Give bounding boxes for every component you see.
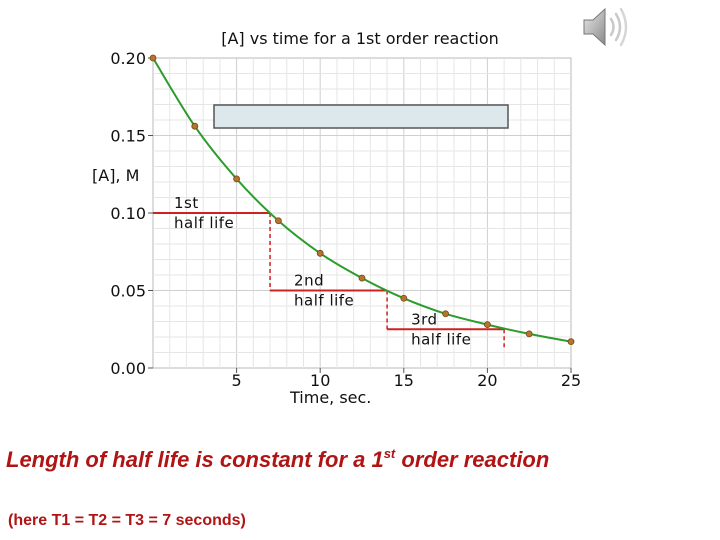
x-ticks: 5 10 15 20 25 [232,368,581,390]
x-tick-label: 25 [561,371,581,390]
x-tick-label: 20 [477,371,497,390]
y-tick-label: 0.20 [110,49,146,68]
data-point [233,175,241,183]
x-tick-label: 5 [232,371,242,390]
data-points [149,54,575,346]
half-life-markers: 1st half life 2nd half life 3rd half life [153,194,505,349]
data-point [316,249,324,257]
y-tick-label: 0.15 [110,127,146,146]
half-life-label: 3rd [411,310,437,328]
x-tick-label: 15 [394,371,414,390]
subcaption: (here T1 = T2 = T3 = 7 seconds) [8,512,246,529]
chart: [A] vs time for a 1st order reaction 0.2… [92,29,581,407]
data-point [149,54,157,62]
caption-text: Length of half life is constant for a 1 [6,447,384,472]
half-life-label: half life [294,292,354,310]
half-life-label: 2nd [294,272,324,290]
caption-superscript: st [383,446,396,461]
caption: Length of half life is constant for a 1s… [6,446,720,473]
y-tick-label: 0.00 [110,359,146,378]
half-life-label: half life [174,214,234,232]
data-point [567,338,575,346]
y-axis-label: [A], M [92,166,139,185]
caption-text-end: order reaction [395,447,550,472]
data-point [525,330,533,338]
x-axis-label: Time, sec. [289,388,371,407]
data-point [483,321,491,329]
data-point [274,217,282,225]
half-life-label: 1st [174,194,199,212]
x-tick-label: 10 [310,371,330,390]
empty-label-box [213,104,509,129]
y-tick-label: 0.05 [110,282,146,301]
data-point [191,122,199,130]
y-tick-label: 0.10 [110,204,146,223]
chart-title: [A] vs time for a 1st order reaction [221,29,499,48]
data-point [442,310,450,318]
data-point [400,294,408,302]
data-point [358,274,366,282]
speaker-icon[interactable] [578,2,632,52]
y-ticks: 0.20 0.15 0.10 0.05 0.00 [110,49,153,378]
half-life-label: half life [411,330,471,348]
